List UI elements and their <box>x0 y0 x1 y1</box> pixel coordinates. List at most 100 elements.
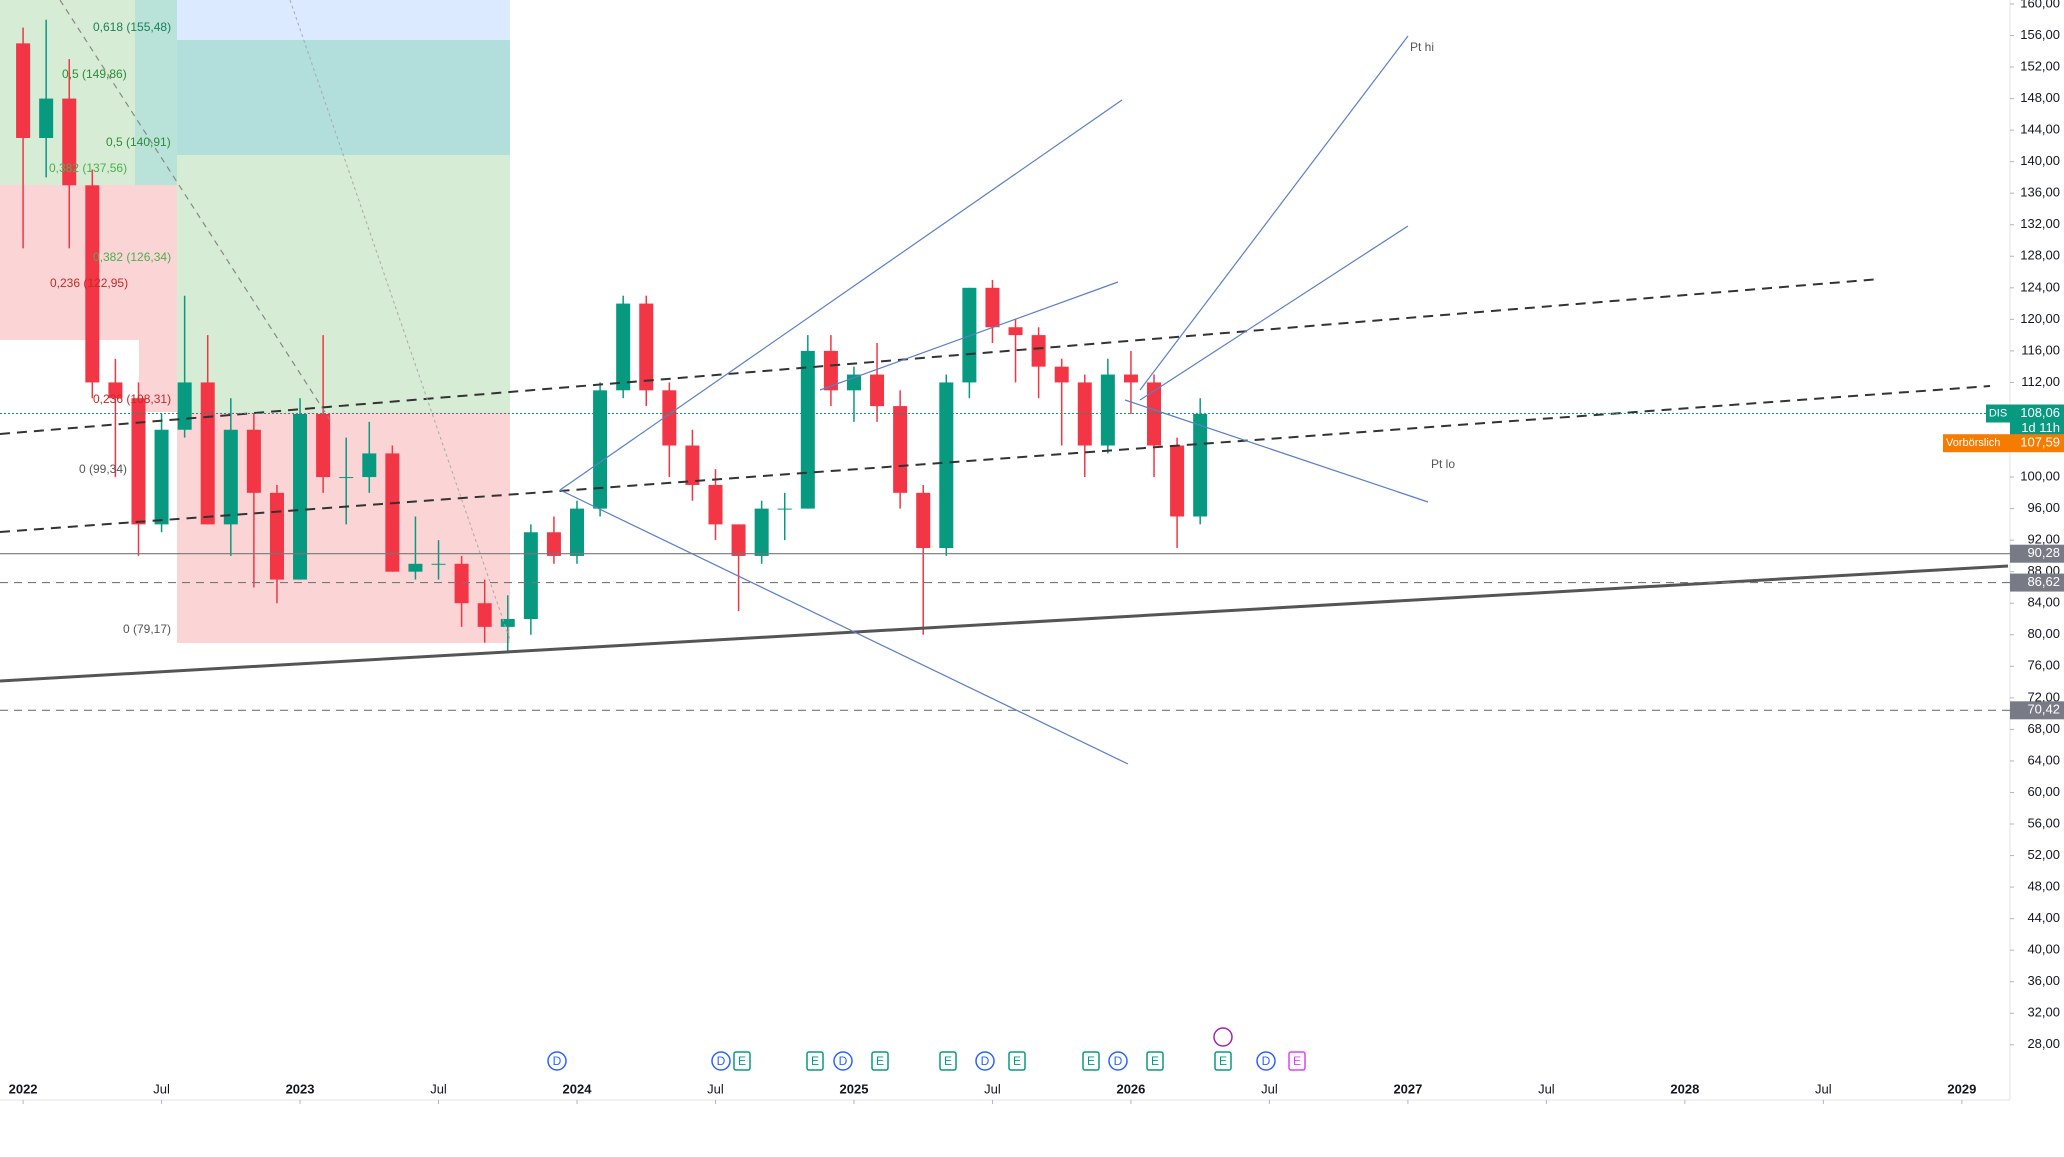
event-label: D <box>1114 1054 1123 1068</box>
candle-body <box>662 390 677 446</box>
candle-body <box>570 508 585 556</box>
y-tick-label: 132,00 <box>2020 216 2060 231</box>
candle-body <box>269 492 284 580</box>
x-tick-label: 2022 <box>9 1081 38 1096</box>
candle-body <box>1147 382 1162 446</box>
trend-line <box>289 0 511 641</box>
trend-line <box>1139 225 1409 401</box>
x-tick-label: 2026 <box>1116 1081 1145 1096</box>
x-tick-label: Jul <box>153 1081 170 1096</box>
x-tick-label: Jul <box>984 1081 1001 1096</box>
annotation: 0,382 (126,34) <box>93 250 171 264</box>
candle-body <box>477 603 492 627</box>
x-tick-label: 2027 <box>1393 1081 1422 1096</box>
candle-body <box>1193 413 1208 517</box>
price-tag <box>1986 404 2010 423</box>
x-tick-label: Jul <box>1261 1081 1278 1096</box>
candle-body <box>1008 327 1023 336</box>
candle-body <box>293 413 308 580</box>
candle-body <box>62 98 77 186</box>
trend-line <box>0 564 2009 683</box>
y-tick-label: 140,00 <box>2020 153 2060 168</box>
event-label: E <box>1013 1054 1021 1068</box>
event-label: D <box>717 1054 726 1068</box>
annotation: 0 (99,34) <box>79 462 127 476</box>
event-icon <box>975 1051 995 1071</box>
event-label: E <box>1219 1054 1227 1068</box>
y-tick-label: 100,00 <box>2020 468 2060 483</box>
candle-body <box>1123 374 1138 383</box>
y-tick-label: 36,00 <box>2027 973 2060 988</box>
event-label: E <box>876 1054 884 1068</box>
level-tag <box>2010 544 2064 563</box>
candle-body <box>362 453 377 478</box>
candle-body <box>154 429 169 525</box>
y-tick-label: 32,00 <box>2027 1005 2060 1020</box>
y-tick-label: 156,00 <box>2020 27 2060 42</box>
y-tick-label: 72,00 <box>2027 689 2060 704</box>
candle-body <box>131 398 146 525</box>
trend-line <box>559 489 1129 765</box>
x-tick-label: 2024 <box>563 1081 593 1096</box>
annotation: 0,382 (137,56) <box>49 161 127 175</box>
candle-body <box>985 287 1000 328</box>
annotation: Pt hi <box>1410 40 1434 54</box>
event-label: E <box>1151 1054 1159 1068</box>
event-icon <box>1256 1051 1276 1071</box>
fib-zone <box>139 185 177 412</box>
event-icon <box>547 1051 567 1071</box>
y-tick-label: 120,00 <box>2020 311 2060 326</box>
candle-body <box>177 382 192 430</box>
fib-zone <box>177 0 510 40</box>
event-icon <box>806 1051 824 1071</box>
candle-body <box>823 350 838 391</box>
candle-body <box>500 618 515 627</box>
candle-body <box>800 350 815 509</box>
y-tick-label: 128,00 <box>2020 248 2060 263</box>
premarket-name: Vorbörslich <box>1946 437 2000 449</box>
y-tick-label: 96,00 <box>2027 500 2060 515</box>
candle-body <box>246 429 261 493</box>
y-tick-label: 148,00 <box>2020 90 2060 105</box>
candle-body <box>731 524 746 556</box>
candle-body <box>385 453 400 572</box>
candle-body <box>893 406 908 493</box>
candle-body <box>200 382 215 525</box>
candle-body <box>431 563 446 565</box>
annotation: 0,236 (122,95) <box>50 276 128 290</box>
y-tick-label: 40,00 <box>2027 942 2060 957</box>
candle-body <box>454 563 469 604</box>
y-tick-label: 112,00 <box>2021 374 2060 389</box>
y-tick-label: 64,00 <box>2027 752 2060 767</box>
fib-zone <box>135 0 177 185</box>
x-tick-label: Jul <box>707 1081 724 1096</box>
candle-body <box>1054 366 1069 383</box>
event-icon <box>1214 1051 1232 1071</box>
y-tick-label: 56,00 <box>2027 815 2060 830</box>
symbol-label: DIS <box>1989 407 2007 419</box>
price-tag <box>1943 434 2064 453</box>
event-icon <box>871 1051 889 1071</box>
y-tick-label: 76,00 <box>2027 658 2060 673</box>
x-tick-label: Jul <box>430 1081 447 1096</box>
last-price-label: 108,06 <box>2020 405 2060 420</box>
trend-line <box>559 99 1123 491</box>
candle-body <box>546 532 561 556</box>
event-icon <box>733 1051 751 1071</box>
event-icon <box>1108 1051 1128 1071</box>
x-tick-label: Jul <box>1815 1081 1832 1096</box>
x-tick-label: 2028 <box>1670 1081 1699 1096</box>
annotation: 0,5 (140,91) <box>106 135 171 149</box>
event-icon <box>1146 1051 1164 1071</box>
trend-line <box>1124 399 1429 503</box>
y-tick-label: 80,00 <box>2027 626 2060 641</box>
candle-body <box>916 492 931 549</box>
candle-body <box>108 382 123 399</box>
candle-body <box>316 413 331 478</box>
event-icon <box>833 1051 853 1071</box>
y-tick-label: 144,00 <box>2020 122 2060 137</box>
level-tag <box>2010 701 2064 720</box>
trend-line <box>0 385 1991 533</box>
x-tick-label: 2029 <box>1947 1081 1976 1096</box>
